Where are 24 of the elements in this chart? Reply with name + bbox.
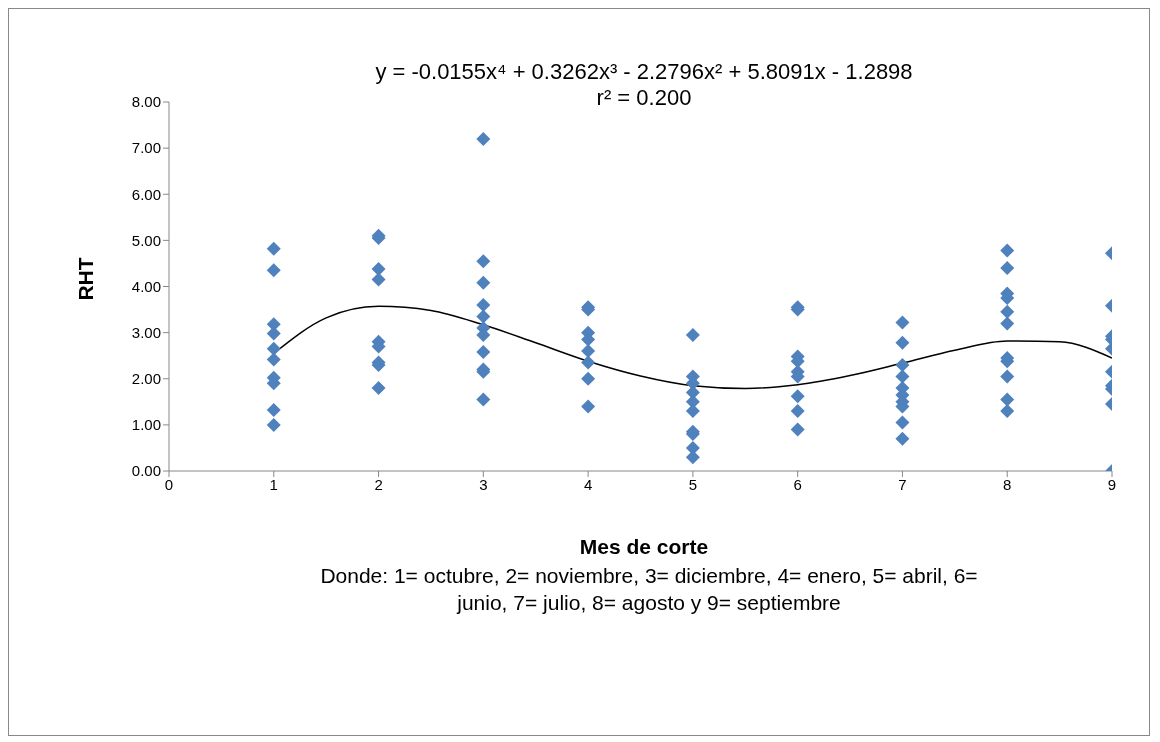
x-tick-label: 0 (164, 475, 174, 493)
x-tick-label: 4 (583, 475, 593, 493)
chart-title: y = -0.0155x⁴ + 0.3262x³ - 2.2796x² + 5.8091x - 1.2898 (374, 59, 914, 85)
y-axis-title: RHT (74, 256, 98, 303)
x-tick-label: 8 (1003, 475, 1012, 493)
y-tick-label: 5.00 (131, 231, 161, 249)
y-tick-label: 2.00 (131, 370, 161, 388)
y-tick-label: 4.00 (131, 277, 161, 295)
x-tick-label: 7 (898, 475, 907, 493)
chart-subtitle: r² = 0.200 (595, 85, 693, 111)
y-tick-label: 8.00 (131, 93, 161, 111)
x-axis-title: Mes de corte (578, 535, 710, 559)
y-tick-label: 1.00 (131, 416, 161, 434)
x-tick-label: 5 (688, 475, 698, 493)
y-tick-label: 0.00 (131, 462, 161, 480)
x-tick-label: 1 (269, 475, 278, 493)
x-tick-label: 2 (374, 475, 383, 493)
x-tick-label: 3 (479, 475, 488, 493)
y-tick-label: 3.00 (131, 323, 161, 341)
x-tick-label: 9 (1107, 475, 1117, 493)
y-tick-label: 7.00 (131, 139, 161, 157)
text: Donde: 1= octubre, 2= noviembre, 3= diciembre, 4= enero, 5= abril, 6= junio, 7= julio, 8= agosto y 9= septiembre (319, 563, 979, 616)
y-tick-label: 6.00 (131, 185, 161, 203)
x-tick-label: 6 (793, 475, 802, 493)
